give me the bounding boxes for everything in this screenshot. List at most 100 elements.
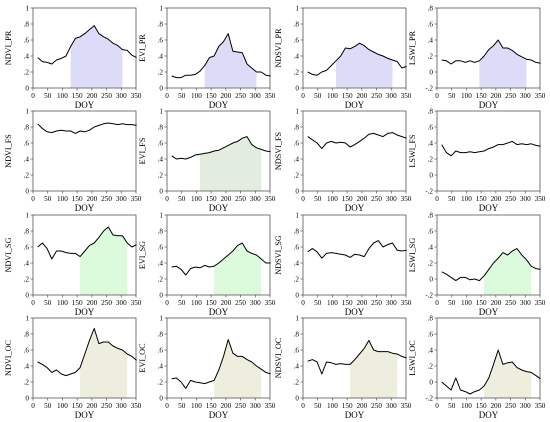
x-tick-label: 350 <box>535 299 546 307</box>
x-tick-label: 50 <box>448 402 456 410</box>
series-line <box>171 339 271 389</box>
y-tick-label: 0 <box>295 84 299 92</box>
y-axis-label: EVI_SG <box>138 241 147 269</box>
x-tick-label: 50 <box>178 195 186 203</box>
y-tick-label: 1 <box>25 4 29 12</box>
x-tick-label: 0 <box>31 92 35 100</box>
y-tick-label: .6 <box>428 227 434 235</box>
y-tick-label: .6 <box>24 346 30 354</box>
shaded-region <box>350 340 398 398</box>
x-tick-label: 250 <box>371 299 382 307</box>
x-tick-label: 50 <box>44 92 52 100</box>
y-axis-label: NDSVI_SG <box>274 235 283 275</box>
x-tick-label: 150 <box>476 195 487 203</box>
series-line <box>441 248 541 282</box>
x-tick-label: 0 <box>301 195 305 203</box>
x-tick-label: 300 <box>386 299 397 307</box>
x-tick-label: 0 <box>31 195 35 203</box>
y-tick-label: .4 <box>24 362 30 370</box>
x-axis-label: DOY <box>209 203 229 213</box>
series-line <box>37 327 137 377</box>
x-tick-label: 200 <box>86 195 97 203</box>
x-tick-label: 100 <box>57 299 68 307</box>
x-tick-label: 200 <box>490 92 501 100</box>
x-tick-label: 0 <box>165 299 169 307</box>
shaded-region <box>484 350 532 398</box>
x-tick-label: 300 <box>520 195 531 203</box>
y-tick-label: 1 <box>25 314 29 322</box>
series-line <box>37 226 137 260</box>
y-tick-label: .2 <box>24 378 30 386</box>
axes-frame <box>166 110 271 192</box>
x-tick-label: 0 <box>301 402 305 410</box>
x-tick-label: 250 <box>371 92 382 100</box>
axes-frame <box>436 7 541 89</box>
y-tick-label: 0 <box>159 394 163 402</box>
axes-frame <box>32 7 137 89</box>
y-tick-label: .4 <box>158 362 164 370</box>
x-tick-label: 200 <box>356 195 367 203</box>
x-tick-label: 100 <box>461 402 472 410</box>
y-axis-label: NDSVI_FS <box>274 131 283 170</box>
y-tick-label: .6 <box>428 330 434 338</box>
x-tick-label: 250 <box>505 402 516 410</box>
y-axis-label: LSWI_OC <box>408 340 417 376</box>
x-tick-label: 100 <box>191 195 202 203</box>
x-tick-label: 250 <box>235 195 246 203</box>
shaded-region <box>479 40 527 88</box>
x-tick-label: 350 <box>401 299 412 307</box>
y-tick-label: .2 <box>428 155 434 163</box>
y-tick-label: .4 <box>158 259 164 267</box>
x-tick-label: 150 <box>342 299 353 307</box>
x-tick-label: 150 <box>342 92 353 100</box>
y-tick-label: .6 <box>158 36 164 44</box>
series-line <box>171 33 271 79</box>
axes-frame <box>166 7 271 89</box>
x-tick-label: 150 <box>206 299 217 307</box>
x-tick-label: 0 <box>435 299 439 307</box>
x-tick-label: 100 <box>327 92 338 100</box>
x-tick-label: 0 <box>165 402 169 410</box>
panel-evi-pr: 0 50 100 150 200 250 300 350 0 .2 .4 .6 .8 1 DOY EVI_PR <box>138 4 276 110</box>
y-tick-label: .8 <box>24 227 30 235</box>
y-tick-label: .8 <box>158 227 164 235</box>
y-tick-label: .8 <box>428 107 434 115</box>
y-tick-label: 0 <box>295 187 299 195</box>
x-tick-label: 200 <box>220 299 231 307</box>
y-tick-label: .8 <box>24 20 30 28</box>
y-tick-label: 1 <box>159 314 163 322</box>
x-tick-label: 350 <box>131 402 142 410</box>
shaded-region <box>214 243 262 295</box>
x-tick-label: 50 <box>314 402 322 410</box>
x-axis-label: DOY <box>209 307 229 317</box>
y-tick-label: .6 <box>24 243 30 251</box>
y-tick-label: .6 <box>294 346 300 354</box>
x-tick-label: 150 <box>206 195 217 203</box>
x-tick-label: 350 <box>535 402 546 410</box>
y-tick-label: .4 <box>158 155 164 163</box>
y-tick-label: 1 <box>295 107 299 115</box>
x-tick-label: 100 <box>191 92 202 100</box>
x-tick-label: 50 <box>448 92 456 100</box>
x-axis-label: DOY <box>75 203 95 213</box>
panel-ndsvi-fs: 0 50 100 150 200 250 300 350 0 .2 .4 .6 .8 1 DOY NDSVI_… <box>274 107 412 213</box>
x-tick-label: 200 <box>220 402 231 410</box>
x-tick-label: 100 <box>461 195 472 203</box>
y-axis-label: LSWI_FS <box>408 134 417 168</box>
x-tick-label: 0 <box>31 299 35 307</box>
shaded-region <box>200 136 262 191</box>
series-line <box>441 39 541 65</box>
y-tick-label: .6 <box>158 139 164 147</box>
x-tick-label: 100 <box>57 92 68 100</box>
x-tick-label: 100 <box>57 195 68 203</box>
y-tick-label: .6 <box>24 139 30 147</box>
axes-frame <box>166 214 271 296</box>
y-tick-label: .6 <box>158 346 164 354</box>
y-tick-label: .2 <box>294 378 300 386</box>
x-tick-label: 50 <box>314 299 322 307</box>
y-tick-label: .4 <box>24 52 30 60</box>
y-tick-label: 1 <box>159 4 163 12</box>
x-tick-label: 0 <box>435 92 439 100</box>
x-axis-label: DOY <box>345 307 365 317</box>
x-tick-label: 350 <box>401 195 412 203</box>
